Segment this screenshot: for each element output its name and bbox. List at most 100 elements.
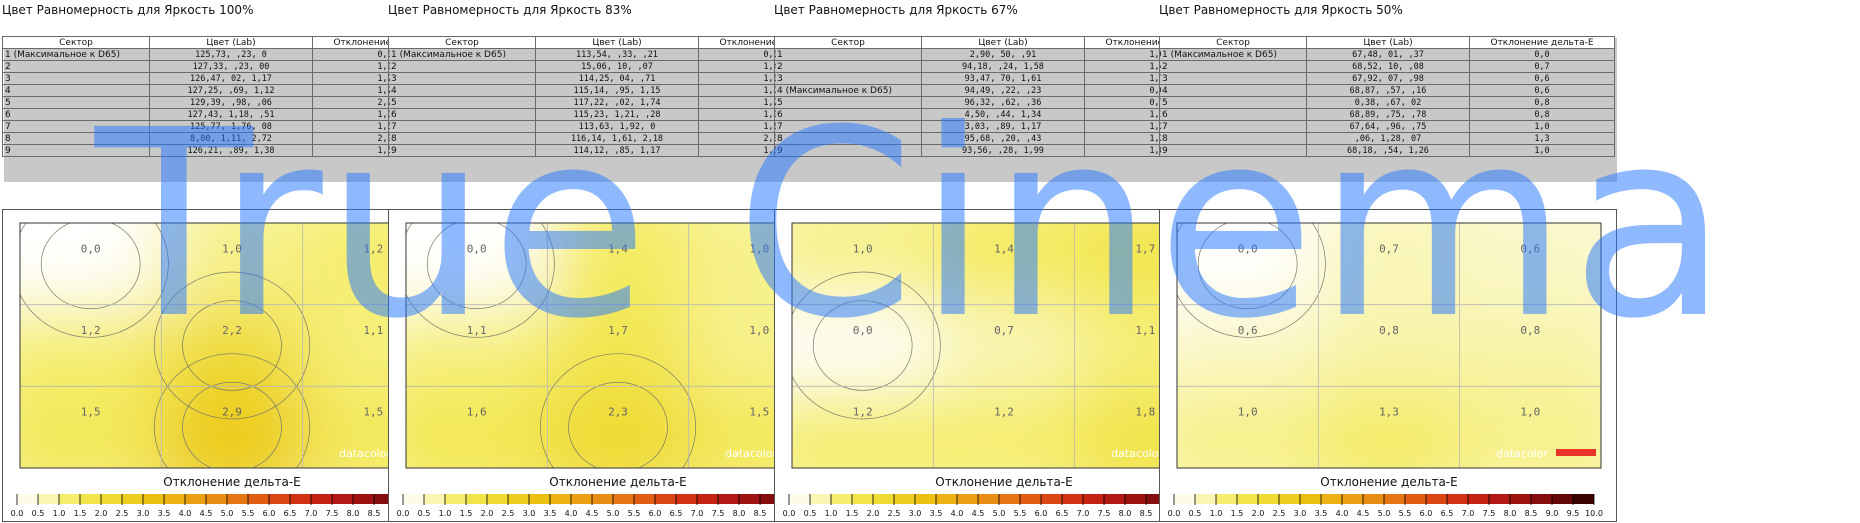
legend-swatch xyxy=(1363,494,1384,504)
cell-sector: 1 (Максимальное к D65) xyxy=(1159,48,1307,61)
cell-delta-e: 0,8 xyxy=(1469,108,1615,121)
contour-line xyxy=(153,353,311,468)
legend-tick-label: 8.0 xyxy=(733,509,746,518)
legend-swatch xyxy=(227,494,248,504)
legend-title: Отклонение дельта-E xyxy=(163,475,301,489)
legend-swatch xyxy=(718,494,739,504)
cell-sector: 1 xyxy=(774,48,922,61)
cell-sector: 8 xyxy=(774,132,922,145)
legend-tick-label: 8.5 xyxy=(368,509,381,518)
cell-lab: 15,06, 10, ,07 xyxy=(535,60,699,73)
cell-lab: 116,14, 1,61, 2,18 xyxy=(535,132,699,145)
cell-sector: 8 xyxy=(388,132,536,145)
legend-tick-label: 5.5 xyxy=(1014,509,1027,518)
cell-delta-e: 1,3 xyxy=(1469,132,1615,145)
legend-swatch xyxy=(80,494,101,504)
legend-tick-label: 3.0 xyxy=(1294,509,1307,518)
cell-delta-label: 0,0 xyxy=(853,324,873,337)
cell-delta-label: 1,0 xyxy=(222,242,242,255)
legend-swatch xyxy=(529,494,550,504)
legend-swatch xyxy=(760,494,781,504)
legend-swatch xyxy=(852,494,873,504)
legend-swatch xyxy=(185,494,206,504)
cell-lab: 125,73, ,23, 0 xyxy=(149,48,313,61)
legend-tick-label: 5.5 xyxy=(628,509,641,518)
heat-cell xyxy=(1318,386,1460,468)
heat-cell xyxy=(792,386,934,468)
legend-tick-label: 8.5 xyxy=(1525,509,1538,518)
heat-field xyxy=(406,223,830,468)
legend-tick-label: 2.5 xyxy=(502,509,515,518)
cell-lab: 67,64, ,96, ,75 xyxy=(1306,120,1470,133)
cell-delta-label: 0,7 xyxy=(1379,242,1399,255)
legend-swatch xyxy=(1321,494,1342,504)
heat-cell xyxy=(161,304,303,387)
legend-tick-label: 0.0 xyxy=(11,509,23,518)
uniformity-table: Сектор Цвет (Lab) Отклонение дельта-E 1 (Ма… xyxy=(1159,36,1615,157)
legend-tick-label: 7.0 xyxy=(691,509,704,518)
cell-lab: 95,68, ,20, ,43 xyxy=(921,132,1085,145)
legend-tick-label: 8.0 xyxy=(347,509,360,518)
cell-lab: 129,39, ,98, ,06 xyxy=(149,96,313,109)
legend-swatch xyxy=(206,494,227,504)
legend-swatch xyxy=(613,494,634,504)
cell-sector: 4 xyxy=(2,84,150,97)
header-sector: Сектор xyxy=(2,36,150,49)
legend-tick-label: 5.0 xyxy=(607,509,620,518)
heat-cell xyxy=(406,304,548,387)
cell-delta-label: 0,8 xyxy=(1520,324,1540,337)
legend-swatch xyxy=(1146,494,1167,504)
heat-field xyxy=(1177,223,1601,468)
legend-tick-label: 1.0 xyxy=(825,509,838,518)
contour-line xyxy=(1177,223,1326,338)
header-color: Цвет (Lab) xyxy=(149,36,313,49)
legend-tick-label: 6.5 xyxy=(284,509,297,518)
heat-cell xyxy=(20,223,162,305)
legend-swatch xyxy=(1384,494,1405,504)
heat-cell xyxy=(792,223,934,305)
cell-delta-e: 0,7 xyxy=(1469,60,1615,73)
cell-lab: 127,43, 1,18, ,51 xyxy=(149,108,313,121)
legend-swatch xyxy=(789,494,810,504)
cell-lab: 4,50, ,44, 1,34 xyxy=(921,108,1085,121)
legend-tick-label: 7.0 xyxy=(1077,509,1090,518)
table-row: 2 68,52, 10, ,08 0,7 xyxy=(1159,60,1615,73)
legend-tick-label: 7.5 xyxy=(1098,509,1111,518)
heat-cell xyxy=(933,304,1075,387)
cell-lab: 68,52, 10, ,08 xyxy=(1306,60,1470,73)
legend-swatch xyxy=(1083,494,1104,504)
cell-delta-label: 1,1 xyxy=(467,324,487,337)
cell-lab: 68,18, ,54, 1,26 xyxy=(1306,144,1470,157)
heat-field xyxy=(20,223,444,468)
panel-title: Цвет Равномерность для Яркость 83% xyxy=(388,3,632,17)
header-color: Цвет (Lab) xyxy=(535,36,699,49)
heat-cell xyxy=(1177,223,1319,305)
legend-swatch xyxy=(571,494,592,504)
legend-tick-label: 6.0 xyxy=(263,509,276,518)
table-row: 1 (Максимальное к D65) 125,73, ,23, 0 0,0 xyxy=(2,48,458,61)
contour-line xyxy=(812,300,913,391)
color-legend: 0.0 0.5 1.0 1.5 2.0 2.5 3.0 3.5 4.0 4.5 5.0 5.5 6.0 6… xyxy=(783,494,1218,518)
legend-tick-label: 6.5 xyxy=(1441,509,1454,518)
cell-lab: 68,89, ,75, ,78 xyxy=(1306,108,1470,121)
legend-tick-label: 9.5 xyxy=(1567,509,1580,518)
contour-line xyxy=(20,223,169,338)
legend-tick-label: 6.5 xyxy=(670,509,683,518)
legend-tick-label: 2.0 xyxy=(867,509,880,518)
cell-delta-e: 1,0 xyxy=(1469,120,1615,133)
cell-sector: 5 xyxy=(2,96,150,109)
legend-swatch xyxy=(424,494,445,504)
legend-swatch xyxy=(634,494,655,504)
cell-sector: 6 xyxy=(2,108,150,121)
legend-tick-label: 7.0 xyxy=(1462,509,1475,518)
heat-cell xyxy=(547,386,689,468)
contour-line xyxy=(568,381,668,468)
table-row: 5 0,38, ,67, 02 0,8 xyxy=(1159,96,1615,109)
table-row: 2 94,18, ,24, 1,58 1,4 xyxy=(774,60,1230,73)
legend-tick-label: 8.5 xyxy=(754,509,767,518)
legend-swatch xyxy=(915,494,936,504)
legend-swatch xyxy=(1426,494,1447,504)
legend-swatch xyxy=(1300,494,1321,504)
cell-sector: 8 xyxy=(1159,132,1307,145)
cell-delta-label: 1,6 xyxy=(467,406,487,419)
